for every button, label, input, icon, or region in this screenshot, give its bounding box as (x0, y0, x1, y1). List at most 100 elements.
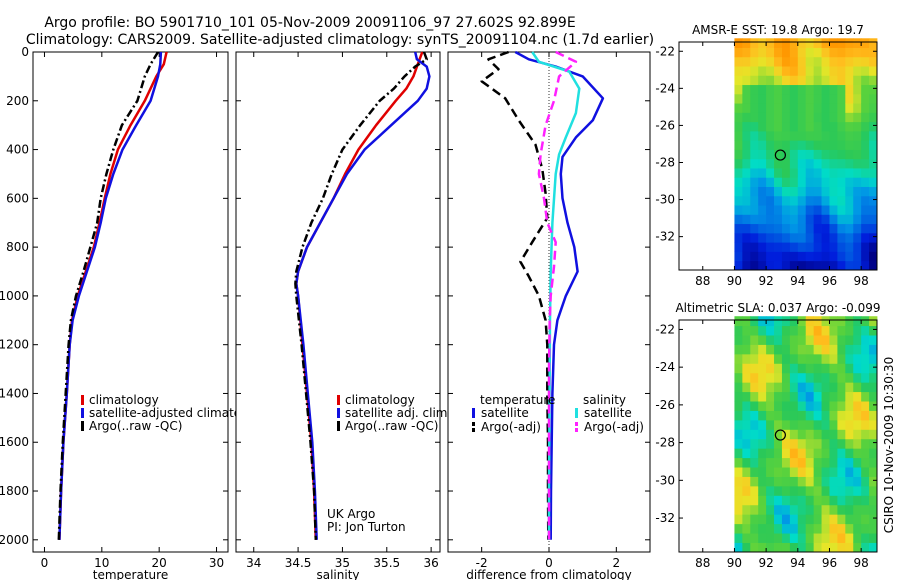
series-line-0 (514, 50, 605, 540)
heatmap-cell (797, 457, 807, 468)
legend-label: Argo(-adj) (584, 420, 644, 434)
heatmap-cell (750, 84, 759, 95)
heatmap-cell (789, 158, 799, 169)
heatmap-cell (781, 103, 791, 113)
heatmap-cell (829, 56, 838, 67)
heatmap-cell (742, 177, 751, 187)
heatmap-cell (805, 232, 815, 243)
heatmap-cell (837, 168, 846, 178)
heatmap-cell (869, 112, 878, 123)
heatmap-cell (781, 457, 791, 468)
heatmap-cell (797, 542, 807, 553)
heatmap-cell (750, 353, 759, 364)
heatmap-cell (742, 195, 751, 206)
heatmap-cell (845, 448, 854, 459)
heatmap-cell (861, 419, 870, 430)
heatmap-cell (853, 533, 862, 543)
heatmap-cell (853, 84, 862, 95)
heatmap-cell (853, 363, 862, 374)
heatmap-cell (821, 242, 830, 252)
heatmap-cell (869, 56, 878, 67)
heatmap-cell (805, 372, 815, 383)
heatmap-cell (829, 476, 838, 487)
heatmap-cell (742, 448, 751, 459)
heatmap-cell (734, 372, 743, 383)
heatmap-cell (766, 66, 775, 76)
heatmap-cell (837, 130, 846, 141)
heatmap-cell (797, 260, 807, 271)
heatmap-cell (797, 344, 807, 355)
heatmap-cell (789, 38, 799, 48)
heatmap-cell (821, 353, 830, 364)
heatmap-cell (774, 438, 783, 449)
x-tick-label: 0 (545, 556, 553, 570)
heatmap-cell (829, 335, 838, 345)
heatmap-cell (805, 391, 815, 402)
heatmap-cell (766, 410, 775, 421)
heatmap-cell (821, 251, 830, 262)
heatmap-cell (789, 353, 799, 364)
heatmap-cell (837, 214, 846, 225)
heatmap-cell (837, 75, 846, 86)
heatmap-cell (750, 410, 759, 421)
heatmap-cell (789, 223, 799, 234)
heatmap-cell (789, 103, 799, 113)
y-tick-label: 0 (21, 45, 29, 59)
heatmap-cell (766, 223, 775, 234)
heatmap-cell (742, 66, 751, 76)
heatmap-cell (781, 467, 791, 477)
x-tick-label: 10 (94, 556, 109, 570)
heatmap-cell (805, 533, 815, 543)
heatmap-cell (845, 205, 854, 215)
y-tick-label: 1600 (0, 435, 29, 449)
heatmap-cell (829, 325, 838, 336)
heatmap-cell (813, 186, 822, 197)
heatmap-cell (750, 542, 759, 553)
heatmap-cell (750, 344, 759, 355)
heatmap-cell (797, 232, 807, 243)
heatmap-cell (797, 47, 807, 58)
y-tick-label: 600 (6, 191, 29, 205)
heatmap-cell (789, 382, 799, 393)
heatmap-cell (742, 335, 751, 345)
heatmap-cell (829, 344, 838, 355)
heatmap-cell (789, 344, 799, 355)
heatmap-cell (742, 419, 751, 430)
heatmap-cell (869, 476, 878, 487)
heatmap-cell (813, 495, 822, 506)
heatmap-cell (766, 504, 775, 515)
heatmap-cell (750, 523, 759, 534)
heatmap-cell (853, 514, 862, 525)
heatmap-cell (789, 410, 799, 421)
heatmap-cell (869, 467, 878, 477)
legend-group-title: salinity (583, 393, 626, 407)
heatmap-cell (869, 353, 878, 364)
heatmap-cell (789, 372, 799, 383)
heatmap-cell (837, 47, 846, 58)
heatmap-cell (805, 457, 815, 468)
heatmap-cell (789, 177, 799, 187)
heatmap-cell (750, 75, 759, 86)
heatmap-cell (758, 523, 767, 534)
heatmap-cell (853, 438, 862, 449)
heatmap-cell (750, 260, 759, 271)
heatmap-cell (829, 177, 838, 187)
legend-swatch (337, 421, 340, 431)
heatmap-cell (821, 467, 830, 477)
heatmap-cell (837, 533, 846, 543)
legend-label: satellite (584, 406, 632, 420)
legend-swatch (81, 408, 84, 418)
heatmap-cell (821, 84, 830, 95)
heatmap-cell (789, 391, 799, 402)
heatmap-cell (797, 251, 807, 262)
heatmap-cell (789, 66, 799, 76)
heatmap-cell (829, 533, 838, 543)
heatmap-cell (853, 542, 862, 553)
heatmap-cell (781, 214, 791, 225)
heatmap-cell (758, 429, 767, 440)
heatmap-cell (869, 103, 878, 113)
heatmap-cell (750, 130, 759, 141)
heatmap-cell (829, 401, 838, 411)
heatmap-cell (774, 457, 783, 468)
heatmap-cell (853, 168, 862, 178)
